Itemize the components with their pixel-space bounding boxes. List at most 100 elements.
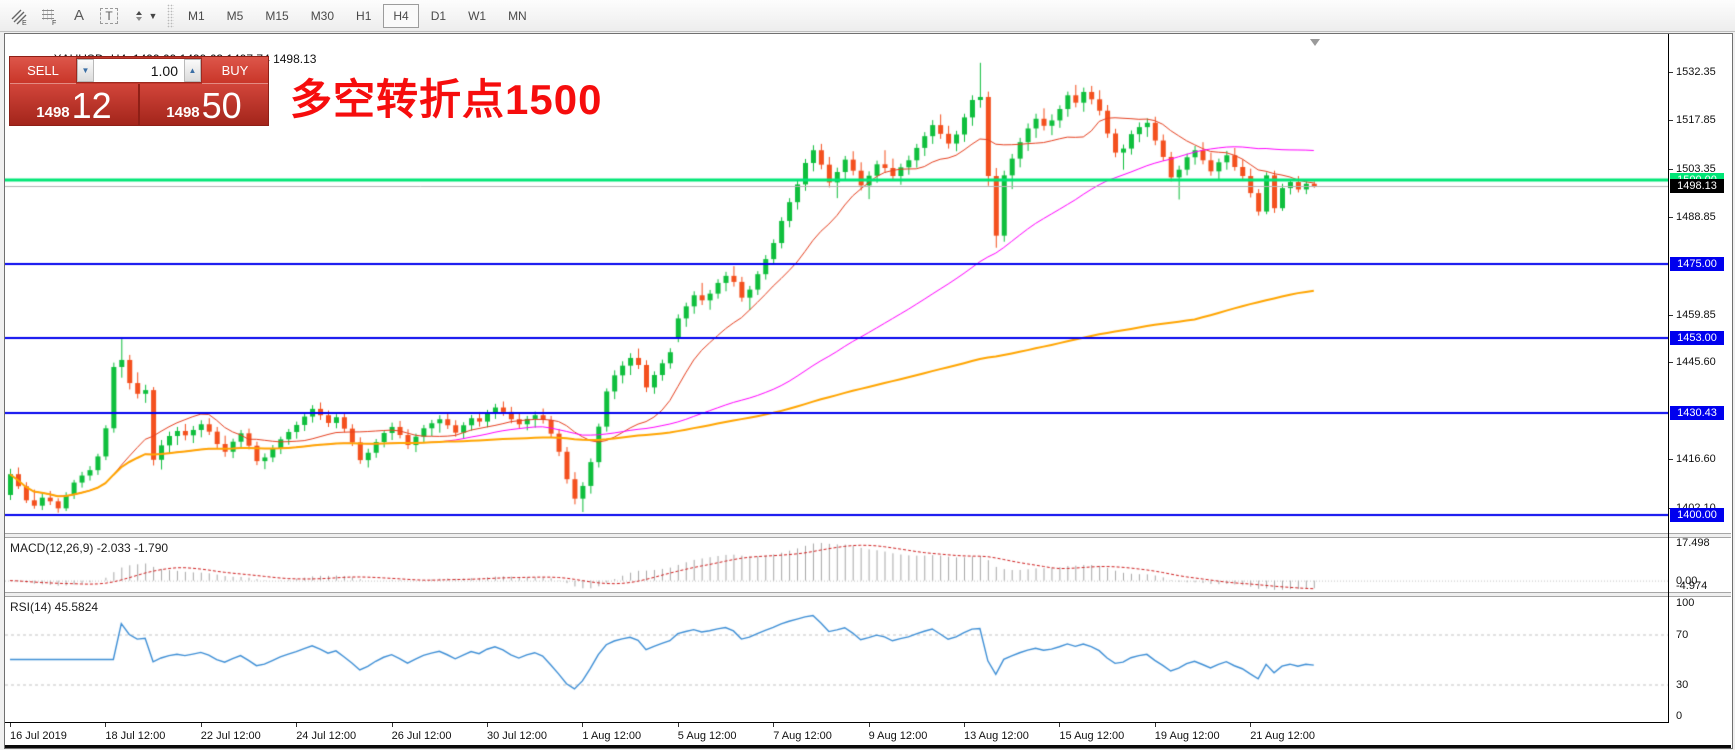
macd-chart-canvas[interactable] [5,538,1668,592]
price-tick-mark [1669,72,1673,73]
text-tool-a-icon[interactable]: A [73,7,84,24]
tab-timeframe-d1[interactable]: D1 [430,8,447,23]
scale-border [1668,34,1669,722]
time-tick-mark [677,723,679,727]
time-tick-mark [1059,723,1061,727]
time-tick-mark [582,723,584,727]
price-tick-label: 1445.60 [1676,356,1716,369]
grid-tool-f-icon[interactable]: F [34,3,64,29]
textbox-tool-t-icon[interactable]: T [94,3,124,29]
tab-timeframe-h4[interactable]: H4 [383,3,419,28]
time-axis-label: 7 Aug 12:00 [773,730,832,742]
time-axis-label: 15 Aug 12:00 [1059,730,1125,742]
price-tick-label: 1503.35 [1676,162,1716,175]
tab-timeframe-m5[interactable]: M5 [226,8,244,23]
time-axis-label: 1 Aug 12:00 [582,730,642,742]
rsi-tick-label: 70 [1676,628,1689,641]
buy-price[interactable]: 1498 50 [140,84,268,125]
tab-timeframe-w1[interactable]: W1 [468,8,487,23]
rsi-label: RSI(14) 45.5824 [10,600,99,614]
macd-label: MACD(12,26,9) -2.033 -1.790 [10,541,169,555]
price-tick-mark [1669,459,1673,460]
macd-tick-label: 0.00 [1676,574,1698,587]
price-tick-mark [1669,217,1673,218]
svg-text:E: E [22,20,27,26]
window-bottom-edge [5,745,1731,748]
macd-scale[interactable]: 17.498 0.00 -4.974 [1669,537,1731,592]
time-axis[interactable]: 16 Jul 2019 18 Jul 12:00 22 Jul 12:00 24 Ju… [5,723,1731,745]
tab-timeframe-m30[interactable]: M30 [310,8,335,23]
rsi-scale[interactable]: 100 70 30 0 [1669,597,1731,722]
time-axis-label: 24 Jul 12:00 [296,730,357,742]
price-chart-canvas[interactable] [5,34,1668,533]
rsi-pane: RSI(14) 45.5824 100 70 30 0 [5,597,1731,722]
drawing-tool-e-icon[interactable]: E [4,3,34,29]
svg-text:F: F [52,20,56,26]
time-axis-label: 5 Aug 12:00 [677,730,737,742]
price-level-label: 1430.43 [1670,406,1724,421]
time-axis-label: 18 Jul 12:00 [105,730,166,742]
sell-price[interactable]: 1498 12 [10,84,140,125]
time-axis-label: 26 Jul 12:00 [391,730,452,742]
tab-timeframe-mn[interactable]: MN [508,8,527,23]
time-axis-label: 30 Jul 12:00 [487,730,547,742]
time-axis-label: 16 Jul 2019 [10,730,67,742]
rsi-tick-label: 100 [1676,597,1695,609]
rsi-tick-label: 30 [1676,678,1689,691]
time-tick-mark [200,723,202,727]
price-level-label: 1498.13 [1670,179,1724,194]
chart-window: ▲XAUUSD-,H4 1499.09 1499.63 1497.74 1498… [4,33,1733,749]
rsi-tick-label: 0 [1676,710,1683,722]
chart-shift-marker-icon[interactable] [1309,39,1320,46]
bid-price-big: 12 [71,85,112,126]
time-tick-mark [773,723,775,727]
price-tick-label: 1488.85 [1676,211,1716,224]
ask-price-small: 1498 [166,104,200,121]
macd-tick-label: -4.974 [1676,580,1708,592]
tab-timeframe-m1[interactable]: M1 [188,8,205,23]
price-tick-label: 1517.85 [1676,114,1716,127]
volume-input[interactable] [94,59,184,82]
rsi-chart-canvas[interactable] [5,597,1668,722]
price-tick-label: 1459.85 [1676,308,1716,321]
ask-price-big: 50 [201,85,242,126]
macd-pane: MACD(12,26,9) -2.033 -1.790 17.498 0.00 -4… [5,537,1731,592]
time-axis-label: 21 Aug 12:00 [1250,730,1316,742]
tab-timeframe-h1[interactable]: H1 [356,8,372,23]
bid-price-small: 1498 [36,104,70,121]
time-tick-mark [1154,723,1156,727]
price-level-label: 1400.00 [1670,508,1724,523]
time-tick-mark [868,723,870,727]
buy-button[interactable]: BUY [202,57,268,84]
price-level-label: 1453.00 [1670,330,1724,345]
dropdown-caret-icon: ▼ [148,10,158,21]
price-scale[interactable]: 1532.35 1517.85 1503.35 1488.85 1459.85 1445.… [1669,34,1731,533]
price-tick-mark [1669,315,1673,316]
sell-button[interactable]: SELL [10,57,76,84]
price-pane: ▲XAUUSD-,H4 1499.09 1499.63 1497.74 1498… [5,34,1731,533]
time-tick-mark [105,723,107,727]
time-tick-mark [487,723,488,727]
macd-tick-label: 17.498 [1676,537,1710,549]
pane-divider[interactable] [5,533,1731,538]
toolbar-grip[interactable] [167,3,174,28]
one-click-trading-panel: SELL ▼ ▲ BUY 1498 12 1498 50 [9,56,269,126]
time-tick-mark [296,723,298,727]
chart-annotation: 多空转折点1500 [290,76,603,123]
time-tick-mark [391,723,393,727]
time-tick-mark [1250,723,1252,727]
toolbar: E F A T ▼ M1 M5 M15 M30 H1 H4 D1 W1 [0,0,1735,32]
price-tick-mark [1669,169,1673,170]
timeframe-group: M1 M5 M15 M30 H1 H4 D1 W1 MN [177,3,538,28]
price-tick-label: 1416.60 [1676,453,1716,466]
pane-divider[interactable] [5,592,1731,597]
tab-timeframe-m15[interactable]: M15 [265,8,289,23]
volume-increase-button[interactable]: ▲ [184,59,201,82]
time-tick-mark [964,723,965,727]
time-tick-mark [10,723,11,727]
price-tick-mark [1669,120,1673,121]
time-axis-label: 9 Aug 12:00 [868,730,928,742]
time-axis-label: 22 Jul 12:00 [200,730,261,742]
sort-arrows-icon[interactable]: ▼ [124,3,164,29]
volume-decrease-button[interactable]: ▼ [77,59,94,82]
